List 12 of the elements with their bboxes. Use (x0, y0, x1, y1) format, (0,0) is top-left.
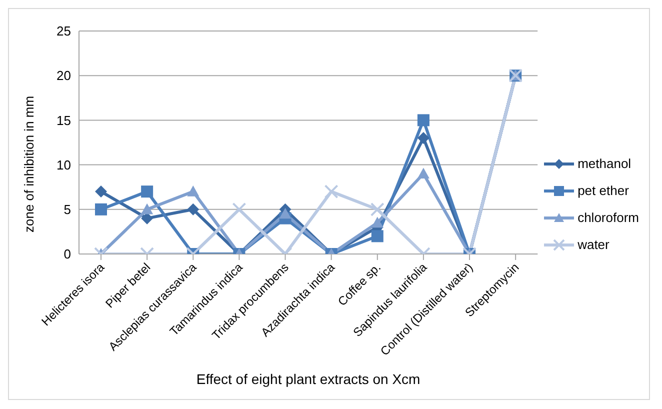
y-tick-label: 5 (64, 202, 71, 218)
y-tick-label: 0 (64, 246, 71, 262)
legend-label: chloroform (578, 210, 639, 225)
legend-label: water (578, 237, 610, 252)
x-axis-title: Effect of eight plant extracts on Xcm (196, 371, 420, 387)
y-tick-label: 25 (56, 24, 71, 39)
legend-label: pet ether (578, 183, 629, 198)
y-axis-title: zone of inhibition in mm (22, 96, 37, 232)
y-tick-label: 20 (56, 68, 71, 84)
y-tick-label: 15 (56, 112, 71, 128)
y-tick-label: 10 (56, 157, 71, 172)
legend-label: methanol (578, 156, 632, 171)
